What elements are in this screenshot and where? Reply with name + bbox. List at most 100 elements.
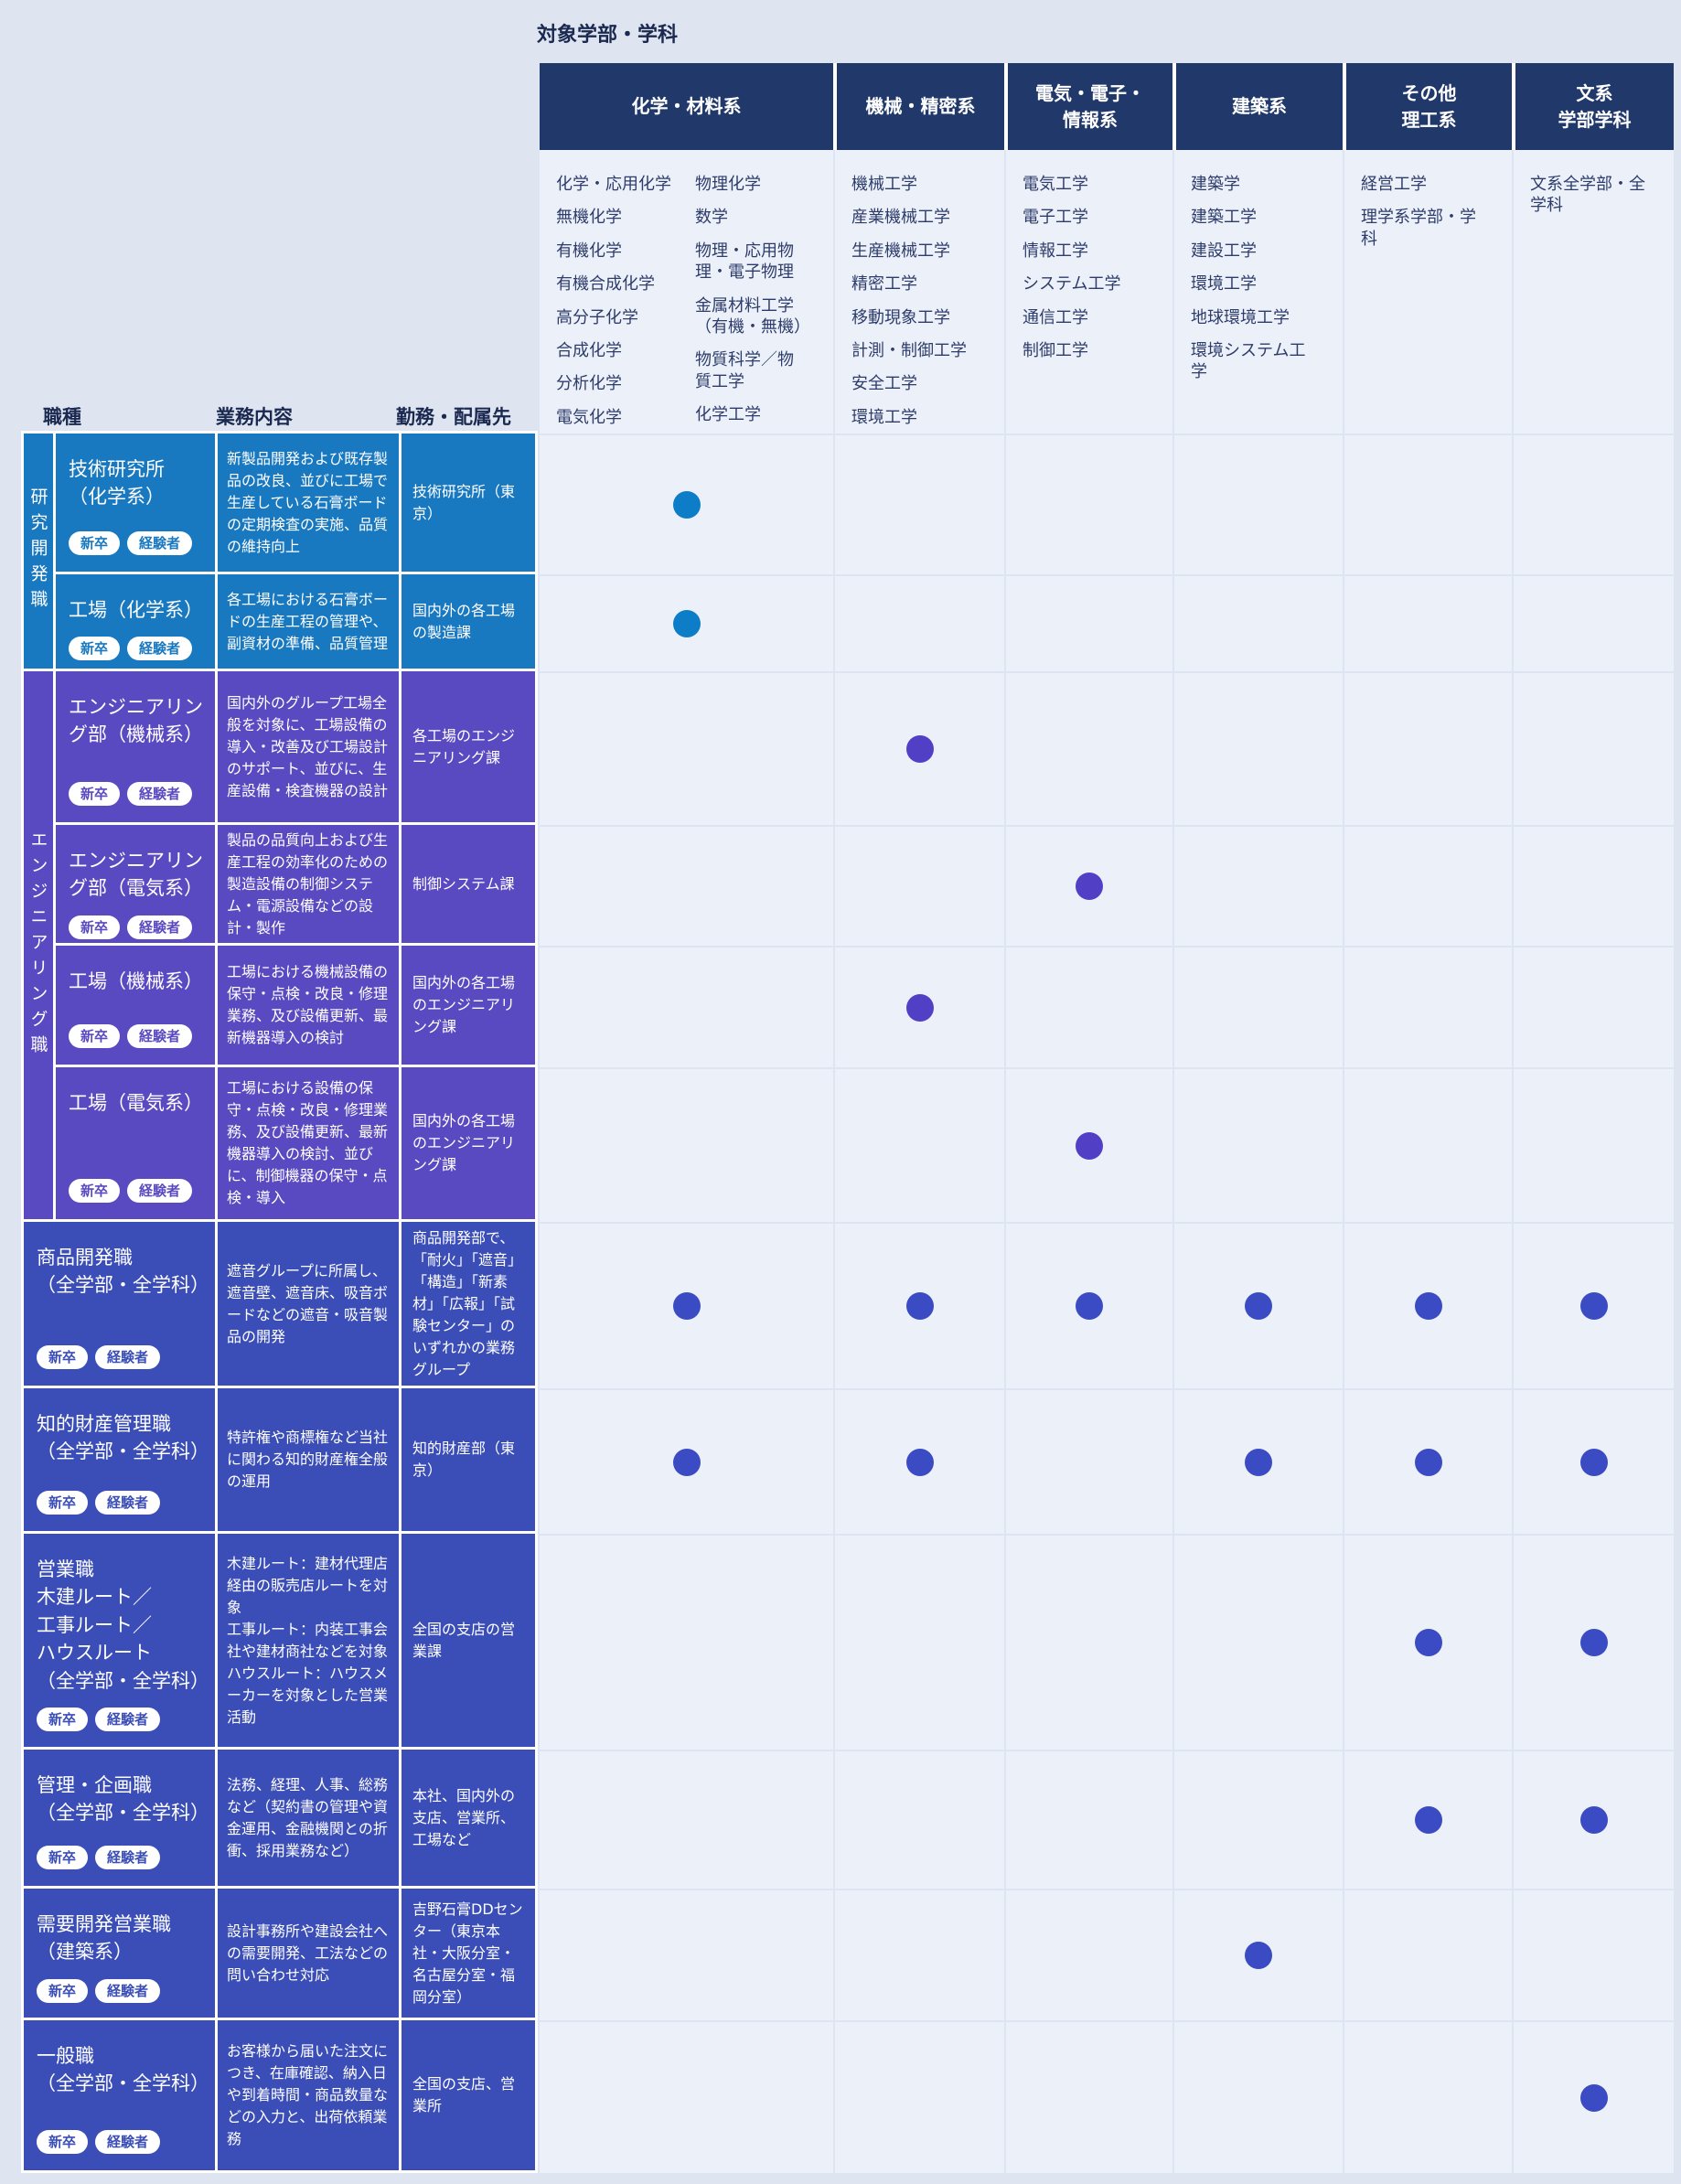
- location-header: 勤務・配属先: [396, 406, 511, 428]
- duties-cell: 国内外のグループ工場全般を対象に、工場設備の導入・改善及び工場設計のサポート、並…: [218, 671, 399, 822]
- badge-row: 新卒 経験者: [37, 1333, 208, 1369]
- new-grad-badge: 新卒: [37, 1846, 89, 1869]
- job-title-cell: エンジニアリング部（機械系） 新卒 経験者: [56, 671, 215, 822]
- majors-list-cell: 化学・応用化学 無機化学 有機化学 有機合成化学 高分子化学 合成化学 分析化学 電気化学 物理…: [540, 150, 833, 434]
- major-item: 合成化学: [556, 340, 622, 360]
- location-cell: 国内外の各工場のエンジニアリング課: [402, 1067, 535, 1219]
- new-grad-badge: 新卒: [37, 1491, 89, 1515]
- badge-row: 新卒 経験者: [69, 624, 208, 661]
- majors-list: 建築学 建築工学 建設工学 環境工学 地球環境工学 環境システム工学: [1174, 150, 1343, 383]
- matrix-cell: [1004, 574, 1172, 671]
- matrix-cell: [1004, 1889, 1172, 2020]
- badge-row: 新卒 経験者: [69, 769, 208, 806]
- job-title: 営業職 木建ルート／ 工事ルート／ ハウスルート （全学部・全学科）: [37, 1558, 209, 1692]
- new-grad-badge: 新卒: [37, 1708, 89, 1732]
- experienced-badge: 経験者: [127, 637, 193, 661]
- new-grad-badge: 新卒: [69, 915, 121, 939]
- experienced-badge: 経験者: [95, 1491, 161, 1515]
- job-title: エンジニアリング部（電気系）: [69, 850, 203, 900]
- majors-list-cell: 機械工学 産業機械工学 生産機械工学 精密工学 移動現象工学 計測・制御工学 安全工学 環境工…: [833, 150, 1004, 434]
- majors-list-cell: 電気工学 電子工学 情報工学 システム工学 通信工学 制御工学: [1004, 150, 1172, 434]
- job-title-cell: 工場（化学系） 新卒 経験者: [56, 574, 215, 669]
- matrix-cell: [833, 1388, 1004, 1534]
- job-title-cell: 管理・企画職 （全学部・全学科） 新卒 経験者: [24, 1750, 215, 1886]
- location-cell: 全国の支店の営業課: [402, 1534, 535, 1747]
- job-title: 一般職 （全学部・全学科）: [37, 2045, 209, 2095]
- major-item: 環境工学: [1191, 274, 1257, 294]
- eligibility-dot: [1579, 1448, 1608, 1476]
- major-item: 物質科学／物質工学: [695, 350, 794, 391]
- majors-list: 化学・応用化学 無機化学 有機化学 有機合成化学 高分子化学 合成化学 分析化学 電気化学 物理…: [540, 150, 833, 440]
- duties-cell: 特許権や商標権など当社に関わる知的財産権全般の運用: [218, 1388, 399, 1531]
- major-item: 機械工学: [851, 175, 917, 194]
- matrix-cell: [833, 1750, 1004, 1889]
- badge-row: 新卒 経験者: [69, 1166, 208, 1203]
- major-item: 電気工学: [1023, 175, 1088, 194]
- matrix-cell: [540, 574, 833, 671]
- matrix-cell: [1512, 946, 1674, 1067]
- experienced-badge: 経験者: [127, 782, 193, 806]
- eligibility-dot: [1414, 1806, 1442, 1834]
- duties-cell: 各工場における石膏ボードの生産工程の管理や、副資材の準備、品質管理: [218, 574, 399, 669]
- matrix-cell: [1512, 1534, 1674, 1750]
- badge-row: 新卒 経験者: [69, 903, 208, 939]
- major-item: 物理・応用物理・電子物理: [695, 241, 794, 283]
- major-item: 産業機械工学: [851, 208, 950, 228]
- job-title-cell: 営業職 木建ルート／ 工事ルート／ ハウスルート （全学部・全学科） 新卒 経験者: [24, 1534, 215, 1747]
- job-title: 需要開発営業職 （建築系）: [37, 1913, 171, 1964]
- duties-cell: 新製品開発および既存製品の改良、並びに工場で生産している石膏ボードの定期検査の実…: [218, 434, 399, 572]
- matrix-cell: [833, 574, 1004, 671]
- badge-row: 新卒 経験者: [37, 2117, 208, 2154]
- eligibility-dot: [1579, 2083, 1608, 2112]
- matrix-cell: [1172, 671, 1343, 825]
- eligibility-dot: [1245, 1448, 1272, 1476]
- matrix-cell: [1512, 1388, 1674, 1534]
- job-title-cell: 工場（電気系） 新卒 経験者: [56, 1067, 215, 1219]
- duties-cell: 工場における機械設備の保守・点検・改良・修理業務、及び設備更新、最新機器導入の検…: [218, 946, 399, 1065]
- job-title: 技術研究所 （化学系）: [69, 458, 165, 509]
- major-item: 物理化学: [695, 175, 761, 194]
- location-cell: 吉野石膏DDセンター（東京本社・大阪分室・名古屋分室・福岡分室）: [402, 1889, 535, 2018]
- matrix-cell: [1512, 2020, 1674, 2173]
- experienced-badge: 経験者: [127, 915, 193, 939]
- matrix-cell: [1343, 434, 1512, 574]
- column-header-electrical: 電気・電子・ 情報系: [1004, 63, 1172, 150]
- eligibility-dot: [1579, 1629, 1608, 1656]
- matrix-cell: [1004, 946, 1172, 1067]
- matrix-cell: [1343, 671, 1512, 825]
- location-cell: 技術研究所（東京）: [402, 434, 535, 572]
- eligibility-dot: [1414, 1292, 1442, 1320]
- matrix-cell: [1004, 434, 1172, 574]
- major-item: 計測・制御工学: [851, 340, 967, 360]
- job-title-cell: 一般職 （全学部・全学科） 新卒 経験者: [24, 2020, 215, 2170]
- eligibility-matrix: 化学・応用化学 無機化学 有機化学 有機合成化学 高分子化学 合成化学 分析化学 電気化学 物理…: [540, 150, 1674, 2173]
- matrix-cell: [833, 1534, 1004, 1750]
- duties-cell: 遮音グループに所属し、遮音壁、遮音床、吸音ボードなどの遮音・吸音製品の開発: [218, 1222, 399, 1386]
- matrix-cell: [1343, 1222, 1512, 1388]
- job-title: エンジニアリング部（機械系）: [69, 696, 203, 746]
- major-item: 高分子化学: [556, 307, 638, 327]
- column-header-chemistry: 化学・材料系: [540, 63, 833, 150]
- experienced-badge: 経験者: [95, 1846, 161, 1869]
- major-item: 化学工学: [695, 405, 761, 425]
- eligibility-dot: [1414, 1448, 1442, 1476]
- eligibility-dot: [905, 993, 934, 1022]
- matrix-cell: [540, 1388, 833, 1534]
- matrix-cell: [1512, 434, 1674, 574]
- majors-list-cell: 文系全学部・全学科: [1512, 150, 1674, 434]
- job-title-cell: 技術研究所 （化学系） 新卒 経験者: [56, 434, 215, 572]
- location-cell: 各工場のエンジニアリング課: [402, 671, 535, 822]
- eligibility-dot: [1076, 873, 1103, 900]
- major-item: 化学・応用化学: [556, 175, 671, 194]
- matrix-cell: [540, 1750, 833, 1889]
- matrix-cell: [1343, 825, 1512, 946]
- badge-row: 新卒 経験者: [69, 1012, 208, 1048]
- matrix-cell: [833, 825, 1004, 946]
- new-grad-badge: 新卒: [37, 1978, 89, 2003]
- matrix-cell: [1004, 671, 1172, 825]
- matrix-cell: [540, 825, 833, 946]
- new-grad-badge: 新卒: [69, 1179, 121, 1203]
- matrix-cell: [1172, 1534, 1343, 1750]
- job-title: 管理・企画職 （全学部・全学科）: [37, 1774, 209, 1825]
